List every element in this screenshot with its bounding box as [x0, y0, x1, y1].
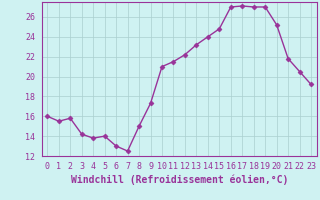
- X-axis label: Windchill (Refroidissement éolien,°C): Windchill (Refroidissement éolien,°C): [70, 174, 288, 185]
